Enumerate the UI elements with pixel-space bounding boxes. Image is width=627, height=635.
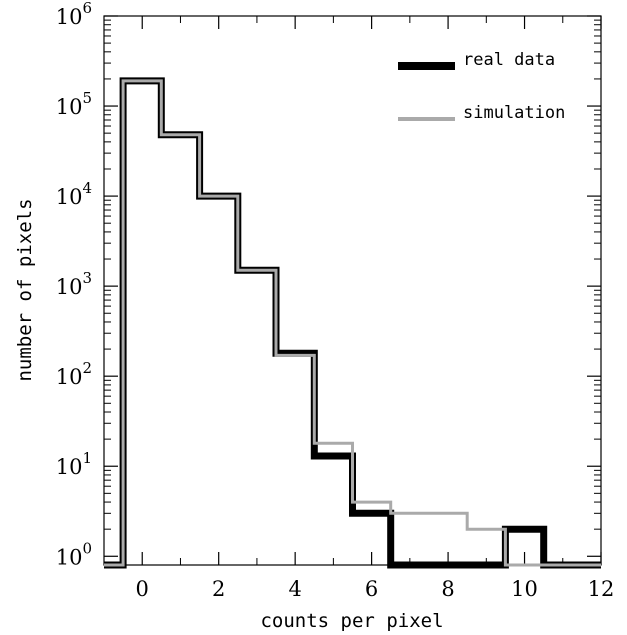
series-layer: [104, 77, 601, 569]
y-tick-label: 100: [56, 539, 92, 569]
x-tick-label: 8: [441, 577, 454, 601]
y-tick-label: 103: [56, 269, 92, 299]
x-axis-ticks: 0 2 4 6 8 10 12: [103, 16, 615, 601]
legend: real data simulation: [398, 50, 565, 123]
x-tick-label: 6: [365, 577, 378, 601]
x-tick-label: 0: [136, 577, 149, 601]
y-axis-title: number of pixels: [14, 198, 36, 381]
x-tick-label: 4: [288, 577, 301, 601]
y-tick-label: 102: [56, 359, 92, 389]
x-tick-label: 2: [212, 577, 225, 601]
y-tick-label: 101: [56, 449, 92, 479]
y-axis-ticks: 100 101 102 103 104 105 106: [56, 0, 601, 569]
x-axis-title: counts per pixel: [260, 610, 443, 632]
series-line-simulation: [104, 79, 601, 567]
x-tick-label: 12: [588, 577, 615, 601]
legend-label: real data: [463, 50, 555, 70]
y-tick-label: 105: [56, 89, 92, 119]
y-tick-label: 104: [56, 179, 92, 209]
legend-label: simulation: [463, 103, 565, 123]
y-tick-label: 106: [56, 0, 92, 29]
x-tick-label: 10: [511, 577, 538, 601]
